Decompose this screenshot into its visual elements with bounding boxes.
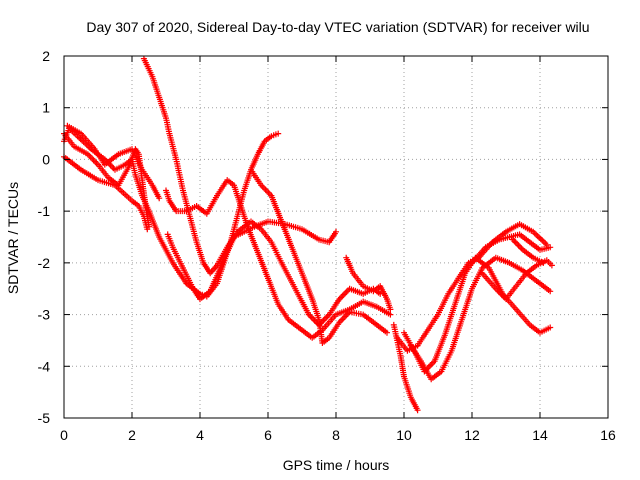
data-point-markers — [407, 254, 554, 383]
x-tick-label: 0 — [60, 427, 68, 443]
y-tick-label: -5 — [38, 410, 51, 426]
series-track-4 — [64, 122, 163, 202]
y-axis-label: SDTVAR / TECUs — [5, 182, 21, 294]
series-track-8 — [248, 166, 390, 346]
series-track-7 — [164, 130, 282, 303]
data-point-markers — [509, 236, 547, 266]
y-tick-label: -1 — [38, 203, 51, 219]
y-tick-label: -2 — [38, 255, 51, 271]
series-track-16 — [509, 236, 547, 266]
x-tick-label: 6 — [264, 427, 272, 443]
series-track-3 — [61, 153, 151, 233]
data-point-markers — [469, 231, 554, 266]
data-point-markers — [140, 55, 384, 328]
x-tick-label: 16 — [600, 427, 616, 443]
data-point-markers — [164, 130, 282, 303]
data-point-markers — [343, 254, 394, 313]
y-tick-label: 2 — [42, 48, 50, 64]
series-track-10 — [390, 321, 421, 414]
series-track-13 — [407, 254, 554, 383]
series-track-15 — [479, 257, 555, 303]
data-point-markers — [64, 122, 163, 202]
y-tick-label: -4 — [38, 358, 51, 374]
x-axis-label: GPS time / hours — [283, 457, 390, 473]
series-track-9 — [343, 254, 394, 313]
x-tick-label: 14 — [532, 427, 548, 443]
y-tick-label: -3 — [38, 307, 51, 323]
data-point-markers — [248, 166, 390, 346]
x-tick-label: 10 — [396, 427, 412, 443]
data-point-markers — [61, 153, 151, 233]
y-tick-label: 0 — [42, 151, 50, 167]
x-tick-label: 2 — [128, 427, 136, 443]
chart-title: Day 307 of 2020, Sidereal Day-to-day VTE… — [86, 19, 589, 35]
y-tick-label: 1 — [42, 100, 50, 116]
data-point-markers — [479, 257, 555, 303]
data-point-markers — [390, 321, 421, 414]
x-tick-label: 4 — [196, 427, 204, 443]
x-tick-label: 12 — [464, 427, 480, 443]
data-series — [61, 55, 555, 414]
x-tick-label: 8 — [332, 427, 340, 443]
series-track-5 — [140, 55, 384, 328]
series-track-14 — [469, 231, 554, 266]
